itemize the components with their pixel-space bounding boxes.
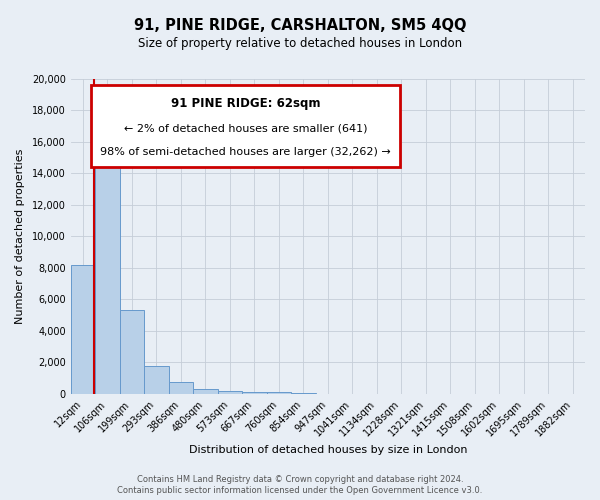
Bar — [266, 392, 291, 394]
Bar — [218, 391, 242, 394]
Bar — [193, 389, 218, 394]
Bar — [119, 310, 144, 394]
Bar — [242, 392, 266, 394]
Text: 91 PINE RIDGE: 62sqm: 91 PINE RIDGE: 62sqm — [171, 97, 320, 110]
Text: 98% of semi-detached houses are larger (32,262) →: 98% of semi-detached houses are larger (… — [100, 148, 391, 158]
FancyBboxPatch shape — [91, 86, 400, 167]
Text: 91, PINE RIDGE, CARSHALTON, SM5 4QQ: 91, PINE RIDGE, CARSHALTON, SM5 4QQ — [134, 18, 466, 32]
Text: Size of property relative to detached houses in London: Size of property relative to detached ho… — [138, 38, 462, 51]
Text: ← 2% of detached houses are smaller (641): ← 2% of detached houses are smaller (641… — [124, 124, 367, 134]
Text: Contains public sector information licensed under the Open Government Licence v3: Contains public sector information licen… — [118, 486, 482, 495]
X-axis label: Distribution of detached houses by size in London: Distribution of detached houses by size … — [188, 445, 467, 455]
Bar — [169, 382, 193, 394]
Y-axis label: Number of detached properties: Number of detached properties — [15, 149, 25, 324]
Text: Contains HM Land Registry data © Crown copyright and database right 2024.: Contains HM Land Registry data © Crown c… — [137, 475, 463, 484]
Bar — [71, 265, 95, 394]
Bar — [95, 132, 119, 394]
Bar — [144, 366, 169, 394]
Bar — [291, 392, 316, 394]
